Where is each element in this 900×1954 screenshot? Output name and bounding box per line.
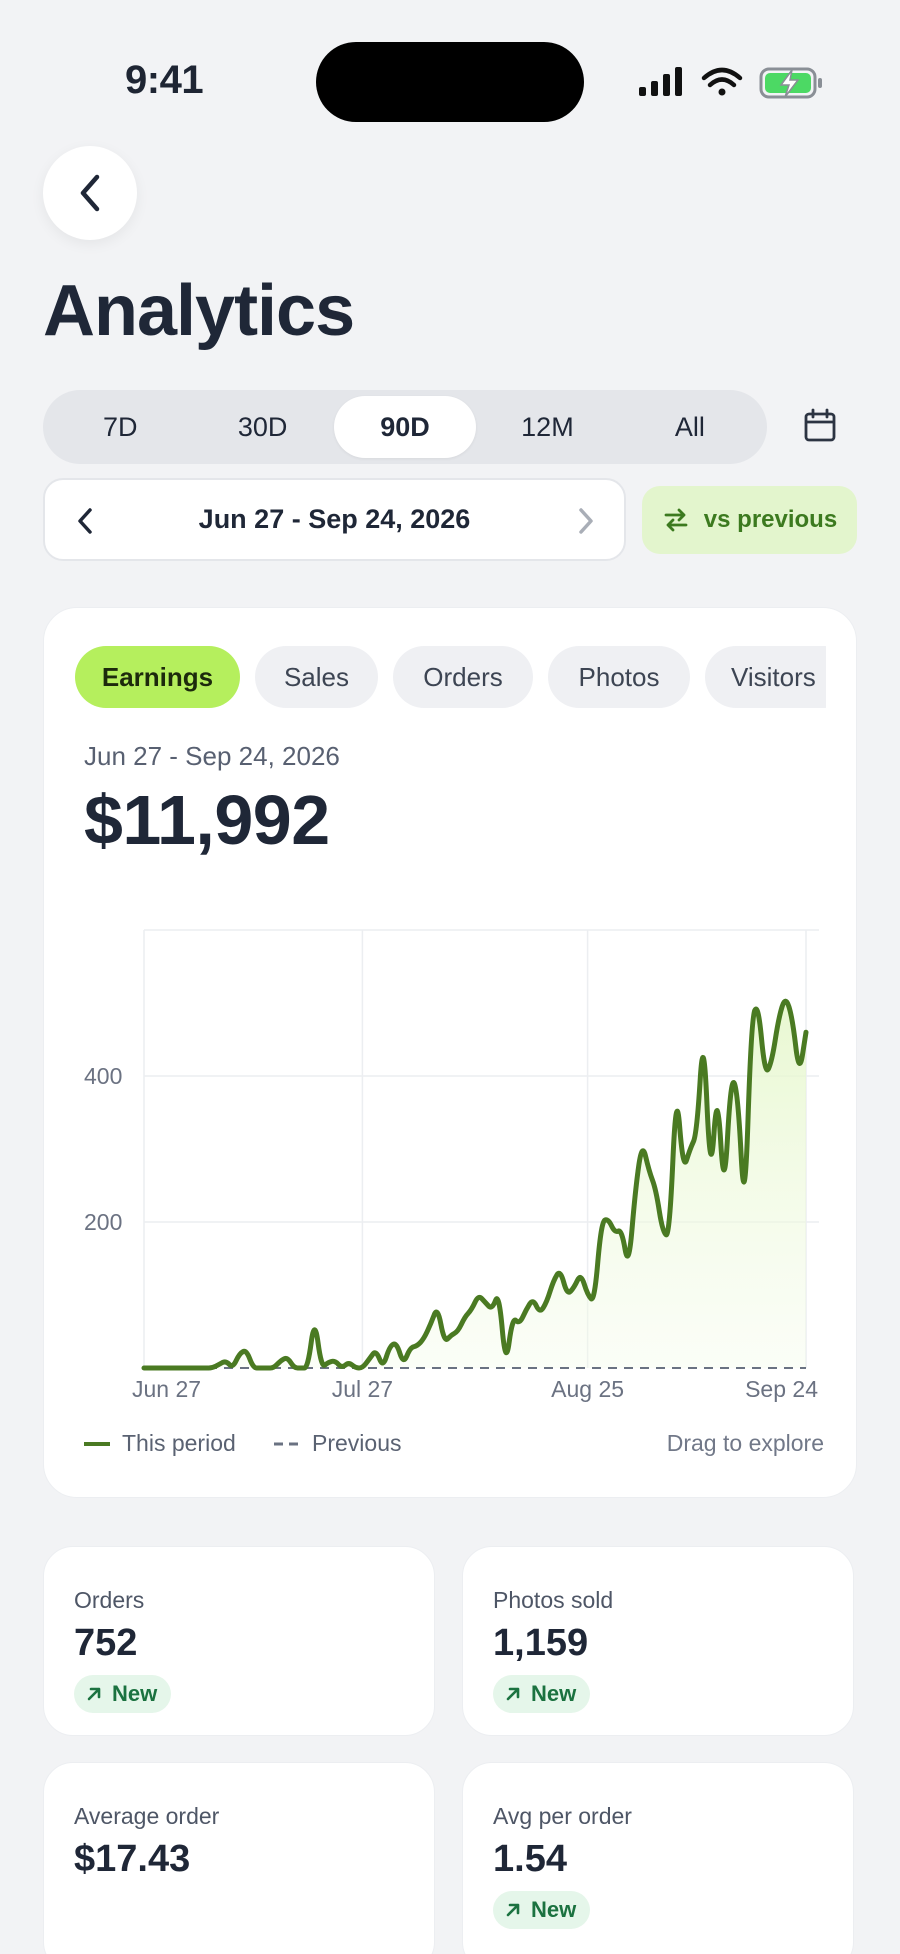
stat-card-avg-per-order[interactable]: Avg per order 1.54 New [462,1762,854,1954]
range-tab-30d[interactable]: 30D [237,411,288,442]
x-tick-label: Aug 25 [551,1376,624,1402]
stat-label: Photos sold [493,1587,614,1613]
signal-icon [639,67,682,96]
earnings-line-chart[interactable]: 200 400 Jun 27 Jul 27 Aug 25 Sep 24 [44,608,858,1428]
legend-previous-label: Previous [312,1430,402,1456]
range-tab-12m[interactable]: 12M [521,411,574,442]
y-tick-label: 200 [84,1209,122,1235]
status-bar: 9:41 [0,0,900,122]
x-tick-label: Jun 27 [132,1376,201,1402]
this-period-line [141,998,809,1371]
range-tab-7d[interactable]: 7D [102,411,138,442]
y-tick-label: 400 [84,1063,122,1089]
stat-value: 1,159 [493,1622,589,1664]
compare-previous-button[interactable]: vs previous [642,486,857,554]
solid-line-swatch [84,1441,110,1446]
arrow-up-right-icon [506,1903,520,1917]
chevron-left-icon [80,174,100,212]
status-badge: New [74,1675,172,1713]
earnings-total: $11,992 [84,781,330,859]
status-icons [636,64,836,104]
back-button[interactable] [43,146,137,240]
range-tab-90d[interactable]: 90D [333,396,477,458]
battery-icon [759,67,822,99]
x-tick-label: Sep 24 [745,1376,818,1402]
calendar-icon[interactable] [800,405,840,447]
stat-label: Average order [74,1803,220,1829]
stat-label: Orders [74,1587,145,1613]
summary-range: Jun 27 - Sep 24, 2026 [84,741,340,771]
range-tab-all[interactable]: All [674,411,705,442]
stat-card-average-order[interactable]: Average order $17.43 [43,1762,435,1954]
date-range-label: Jun 27 - Sep 24, 2026 [198,504,471,534]
metric-tab-earnings[interactable]: Earnings [75,646,240,708]
stat-card-orders[interactable]: Orders 752 New [43,1546,435,1736]
legend-this-period: This period [84,1430,236,1457]
badge-label: New [531,1897,577,1922]
badge-label: New [531,1681,577,1706]
legend-this-period-label: This period [122,1430,236,1456]
drag-hint: Drag to explore [666,1430,824,1456]
x-tick-label: Jul 27 [332,1376,393,1402]
dashed-line-swatch [274,1442,300,1445]
stat-card-photos-sold[interactable]: Photos sold 1,159 New [462,1546,854,1736]
range-segmented-control: 7D 30D 90D 12M All [43,390,767,464]
date-range-navigator: Jun 27 - Sep 24, 2026 [43,478,626,561]
metric-tab-photos[interactable]: Photos [548,646,690,708]
earnings-chart-card: Earnings Sales Orders Photos Visitors Ju… [43,607,857,1498]
stat-label: Avg per order [493,1803,632,1829]
status-badge: New [493,1891,591,1929]
compare-label: vs previous [703,506,838,533]
chart-legend: This period Previous Drag to explore [84,1430,824,1462]
stat-value: 1.54 [493,1838,567,1880]
arrow-up-right-icon [506,1687,520,1701]
metric-tab-visitors[interactable]: Visitors [705,646,826,708]
page-title: Analytics [43,271,355,351]
legend-previous: Previous [274,1430,401,1457]
swap-arrows-icon [664,508,688,532]
stat-value: 752 [74,1622,138,1664]
arrow-up-right-icon [87,1687,101,1701]
status-badge: New [493,1675,591,1713]
this-period-area [144,1001,806,1368]
next-range-chevron-icon[interactable] [576,506,596,541]
status-time: 9:41 [125,58,204,102]
metric-tab-orders[interactable]: Orders [393,646,533,708]
previous-range-chevron-icon[interactable] [75,506,95,541]
metric-tab-sales[interactable]: Sales [255,646,378,708]
metric-tabs: Earnings Sales Orders Photos Visitors [75,646,826,708]
stat-value: $17.43 [74,1838,191,1880]
wifi-icon [701,67,743,96]
dynamic-island [316,42,584,122]
badge-label: New [112,1681,158,1706]
